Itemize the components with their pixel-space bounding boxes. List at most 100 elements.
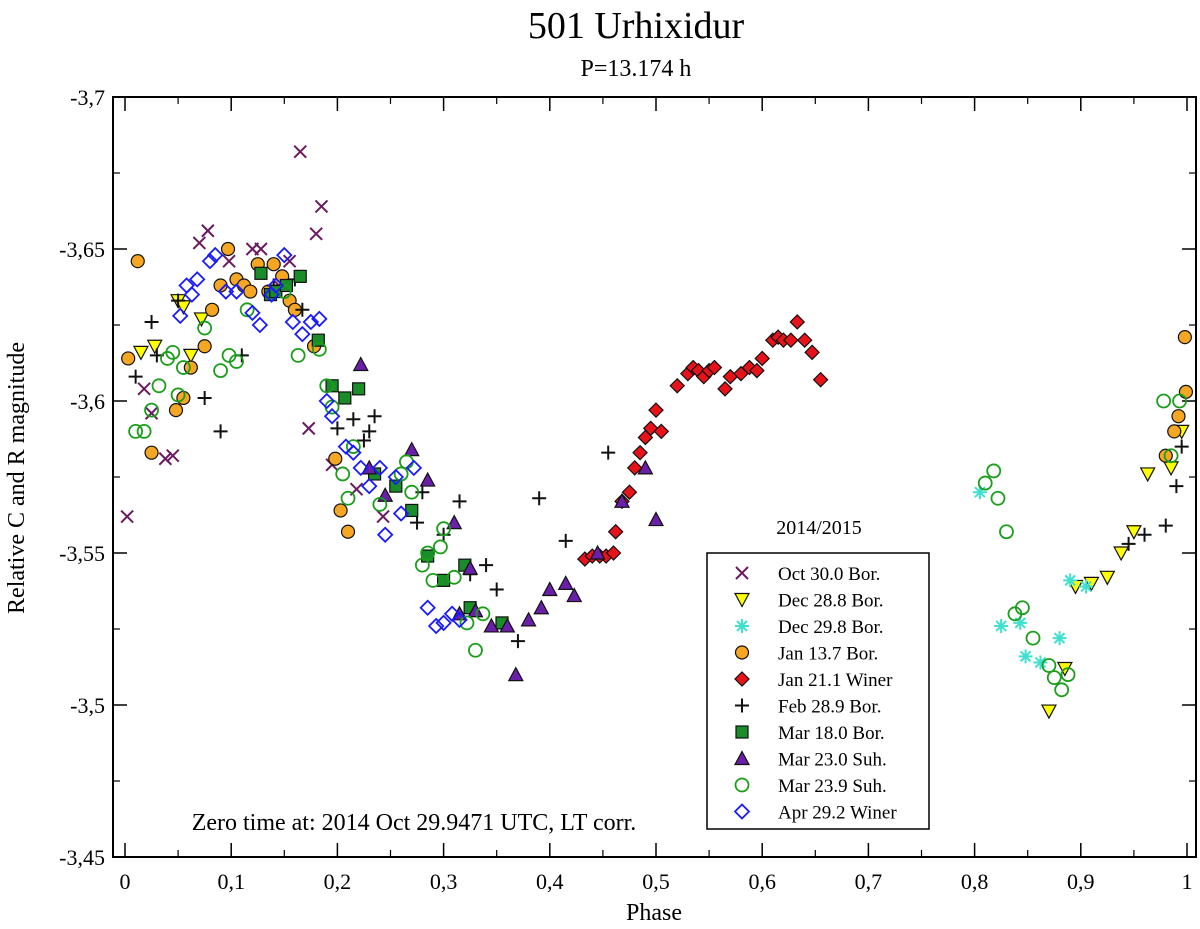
data-point	[1163, 461, 1180, 477]
data-point	[197, 339, 212, 354]
data-point	[293, 145, 307, 159]
data-point	[244, 304, 261, 322]
data-point	[1178, 384, 1194, 399]
legend-item: Dec 29.8 Bor.	[735, 617, 884, 638]
legend-item: Dec 28.8 Bor.	[733, 591, 884, 612]
data-point	[533, 599, 550, 615]
data-point	[414, 557, 430, 573]
data-point	[171, 293, 186, 308]
data-point	[977, 475, 993, 491]
data-point	[459, 615, 475, 631]
data-point	[309, 227, 323, 241]
data-point	[558, 533, 573, 548]
data-series	[120, 145, 1194, 720]
data-point	[557, 575, 574, 590]
data-point	[352, 382, 366, 396]
data-point	[648, 402, 664, 418]
data-point	[436, 521, 452, 537]
data-point	[352, 356, 369, 372]
data-point	[796, 332, 813, 349]
data-point	[1014, 600, 1030, 616]
x-tick-label: 0,7	[855, 869, 883, 894]
data-point	[137, 382, 151, 396]
data-point	[403, 441, 420, 457]
data-point	[489, 582, 504, 597]
data-point	[204, 302, 220, 317]
data-point	[193, 312, 210, 328]
legend-label: Dec 29.8 Bor.	[778, 617, 884, 638]
data-point	[239, 302, 255, 318]
x-axis: 0 0,1 0,2 0,3 0,4 0,5 0,6 0,7 0,8 0,9 1	[120, 97, 1193, 894]
data-point	[1177, 330, 1192, 345]
data-point	[229, 354, 244, 369]
data-point	[637, 459, 654, 475]
data-point	[621, 484, 638, 501]
data-point	[1046, 670, 1062, 686]
series-oct-30-0-bor	[120, 145, 390, 524]
data-point	[228, 283, 245, 300]
data-point	[290, 347, 306, 363]
data-point	[335, 466, 351, 482]
data-point	[405, 459, 423, 477]
data-point	[276, 246, 293, 264]
data-point	[1171, 409, 1186, 424]
x-tick-label: 0,5	[642, 869, 670, 894]
data-point	[171, 307, 189, 325]
data-point	[653, 423, 670, 440]
data-point	[254, 242, 268, 256]
data-point	[136, 423, 152, 439]
data-point	[1156, 393, 1172, 409]
data-point	[479, 558, 494, 573]
data-point	[333, 503, 348, 518]
data-point	[319, 378, 335, 394]
data-point	[266, 257, 281, 272]
x-tick-label: 0,8	[961, 869, 989, 894]
data-point	[632, 444, 648, 461]
data-point	[1060, 667, 1076, 682]
data-point	[435, 614, 452, 632]
series-mar-23-9-suh	[128, 284, 1187, 698]
legend-label: Apr 29.2 Winer	[778, 803, 897, 824]
data-point	[170, 387, 186, 403]
data-point	[192, 236, 207, 250]
data-point	[589, 544, 606, 560]
data-point	[120, 509, 134, 524]
data-point	[1054, 682, 1070, 698]
legend-item: Feb 28.9 Bor.	[735, 697, 881, 718]
data-point	[362, 424, 377, 439]
series-feb-28-9-bor	[128, 272, 1189, 649]
data-point	[376, 526, 394, 544]
data-point	[812, 371, 829, 388]
data-point	[197, 320, 213, 336]
data-point	[128, 369, 143, 384]
data-point	[295, 302, 310, 317]
chart-title: 501 Urhixidur	[528, 5, 745, 47]
data-point	[986, 463, 1002, 479]
y-tick-label: -3,6	[70, 389, 105, 414]
data-point	[183, 360, 198, 375]
data-point	[475, 606, 491, 622]
data-point	[165, 344, 181, 360]
data-point	[201, 252, 219, 270]
legend: Oct 30.0 Bor. Dec 28.8 Bor. Dec 29.8 Bor. J…	[706, 552, 930, 830]
data-point	[323, 407, 341, 425]
data-point	[294, 325, 311, 343]
data-point	[318, 392, 336, 410]
legend-label: Mar 23.0 Suh.	[778, 750, 887, 771]
data-point	[437, 573, 451, 587]
data-point	[213, 363, 228, 379]
data-point	[144, 314, 159, 329]
data-point	[789, 314, 806, 330]
series-apr-29-2-winer	[171, 246, 468, 635]
data-point	[468, 642, 483, 658]
legend-label: Jan 21.1 Winer	[778, 670, 893, 691]
data-point	[371, 459, 389, 477]
data-point	[356, 433, 371, 448]
data-point	[201, 224, 215, 238]
data-point	[1013, 615, 1028, 630]
legend-label: Dec 28.8 Bor.	[778, 591, 884, 612]
legend-marker	[735, 725, 749, 739]
legend-marker	[734, 645, 750, 660]
data-point	[267, 277, 285, 294]
data-point	[352, 459, 370, 477]
